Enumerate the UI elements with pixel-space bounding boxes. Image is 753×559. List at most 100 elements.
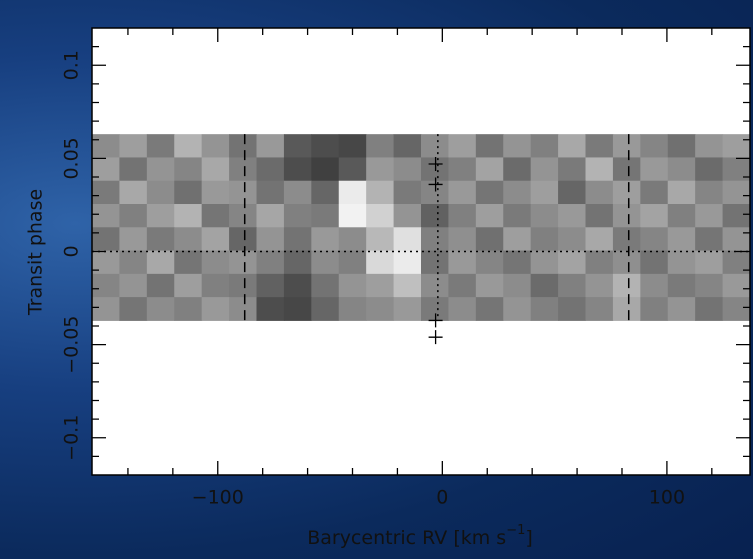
heat-cell — [283, 250, 312, 275]
heat-cell — [229, 180, 257, 205]
heat-cell — [421, 297, 449, 321]
heat-cell — [119, 297, 148, 321]
heat-cell — [695, 204, 724, 228]
heat-cell — [201, 157, 230, 182]
heat-cell — [695, 297, 724, 321]
heat-cell — [475, 273, 504, 298]
heat-cell — [393, 157, 422, 182]
heat-cell — [146, 297, 175, 321]
heat-cell — [92, 204, 120, 228]
heat-cell — [119, 180, 148, 205]
heat-cell — [585, 273, 614, 298]
heat-cell — [421, 227, 449, 252]
heat-cell — [366, 273, 395, 298]
heat-cell — [503, 273, 532, 298]
heat-cell — [283, 204, 312, 228]
heat-cell — [667, 157, 696, 182]
heat-cell — [393, 297, 422, 321]
heat-cell — [366, 157, 395, 182]
heat-cell — [311, 204, 340, 228]
heat-cell — [92, 157, 120, 182]
heat-cell — [338, 297, 367, 321]
heat-cell — [146, 204, 175, 228]
heat-cell — [92, 134, 120, 158]
heat-cell — [119, 227, 148, 252]
heat-cell — [393, 250, 422, 275]
heat-cell — [558, 134, 586, 158]
heat-cell — [366, 297, 395, 321]
heat-cell — [640, 250, 669, 275]
heat-cell — [256, 273, 285, 298]
heat-cell — [448, 134, 477, 158]
heat-cell — [640, 297, 669, 321]
heat-cell — [640, 134, 669, 158]
heat-cell — [530, 204, 559, 228]
x-tick-label: −100 — [192, 487, 244, 509]
heat-cell — [667, 180, 696, 205]
heat-cell — [667, 227, 696, 252]
heat-cell — [283, 297, 312, 321]
y-tick-label: 0 — [61, 245, 83, 257]
heat-cell — [311, 134, 340, 158]
heat-cell — [229, 157, 257, 182]
heat-cell — [393, 180, 422, 205]
heat-cell — [475, 250, 504, 275]
x-tick-label: 100 — [649, 487, 685, 509]
heat-cell — [229, 204, 257, 228]
heat-cell — [640, 227, 669, 252]
heat-cell — [530, 273, 559, 298]
heat-cell — [92, 227, 120, 252]
heat-cell — [503, 250, 532, 275]
heat-cell — [256, 250, 285, 275]
heat-cell — [119, 204, 148, 228]
heat-cell — [146, 134, 175, 158]
heat-cell — [283, 273, 312, 298]
heat-cell — [393, 134, 422, 158]
plus-marker — [428, 330, 443, 345]
heat-cell — [311, 250, 340, 275]
plus-marker — [428, 313, 443, 328]
heat-cell — [338, 157, 367, 182]
heat-cell — [256, 134, 285, 158]
heat-cell — [366, 180, 395, 205]
heat-cell — [174, 297, 203, 321]
heat-cell — [722, 273, 751, 298]
heat-cell — [475, 227, 504, 252]
x-axis-title: Barycentric RV [km s−1] — [307, 523, 533, 549]
heat-cell — [146, 250, 175, 275]
heat-cell — [558, 204, 586, 228]
heat-cell — [421, 273, 449, 298]
heat-cell — [612, 180, 641, 205]
heat-cell — [311, 297, 340, 321]
heat-cell — [612, 134, 641, 158]
heat-cell — [92, 180, 120, 205]
heat-cell — [530, 227, 559, 252]
heat-cell — [695, 273, 724, 298]
heat-cell — [503, 134, 532, 158]
heat-cell — [640, 157, 669, 182]
heat-cell — [283, 180, 312, 205]
heat-cell — [585, 134, 614, 158]
heat-cell — [256, 297, 285, 321]
heat-cell — [530, 297, 559, 321]
heat-cell — [283, 134, 312, 158]
heat-cell — [695, 157, 724, 182]
heat-cell — [503, 297, 532, 321]
heat-cell — [92, 297, 120, 321]
heat-cell — [612, 297, 641, 321]
heat-cell — [421, 180, 449, 205]
heat-cell — [119, 250, 148, 275]
x-axis-title-sup: −1 — [506, 523, 525, 538]
heat-cell — [667, 204, 696, 228]
heat-cell — [174, 180, 203, 205]
heat-cell — [338, 204, 367, 228]
heat-cell — [201, 297, 230, 321]
heat-cell — [92, 250, 120, 275]
heat-cell — [283, 227, 312, 252]
y-tick-label: −0.05 — [61, 316, 83, 374]
heat-cell — [558, 157, 586, 182]
heat-cell — [256, 180, 285, 205]
heat-cell — [256, 227, 285, 252]
heat-cell — [146, 227, 175, 252]
heat-cell — [201, 134, 230, 158]
